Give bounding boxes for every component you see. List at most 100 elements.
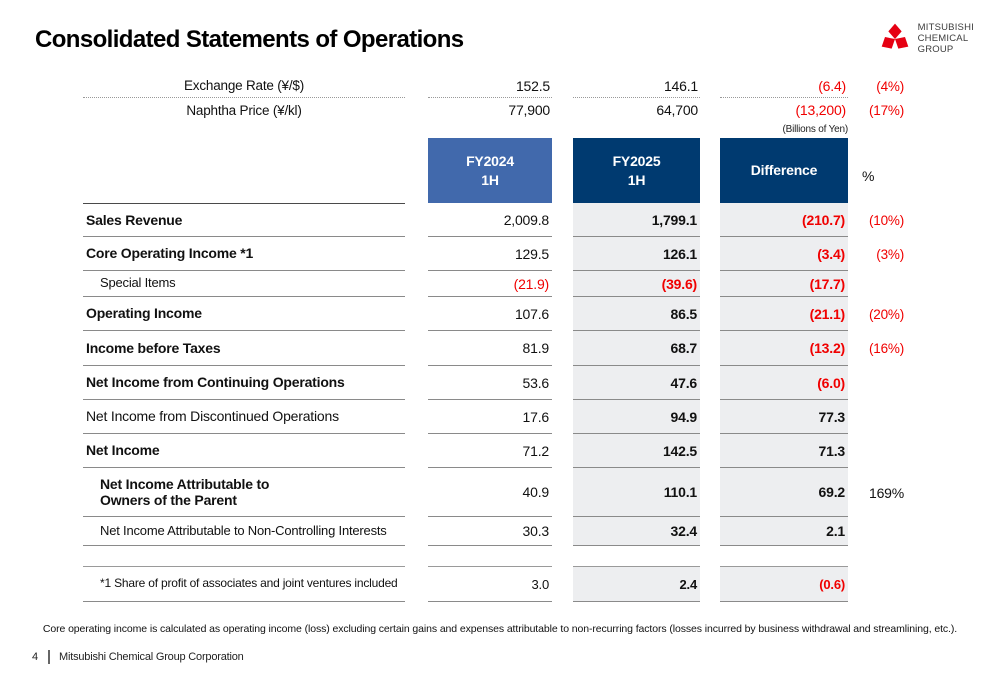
exchange-rate-diff: (6.4) — [720, 74, 848, 98]
row-pct-value — [848, 434, 908, 468]
table-header: FY2024 1H FY2025 1H Difference % — [83, 138, 908, 203]
table-row: Special Items (21.9) (39.6) (17.7) — [83, 271, 908, 297]
row-fy2025-value: 68.7 — [573, 331, 700, 366]
core-operating-income-footnote: Core operating income is calculated as o… — [42, 623, 958, 635]
header-fy2024-1h: FY2024 1H — [428, 138, 552, 203]
page-title: Consolidated Statements of Operations — [35, 26, 464, 53]
table-spacer — [83, 546, 908, 566]
row-fy2025-value: 94.9 — [573, 400, 700, 434]
row-label: Sales Revenue — [83, 203, 405, 237]
logo-line-2: CHEMICAL — [917, 33, 969, 44]
row-pct-value — [848, 517, 908, 546]
row-pct-value: 169% — [868, 484, 904, 501]
row-pct-value: (3%) — [876, 246, 904, 262]
footer-divider — [48, 650, 50, 664]
exchange-rate-fy2024: 152.5 — [428, 74, 552, 98]
row-diff-value: (3.4) — [720, 237, 848, 271]
row-fy2024-value: 129.5 — [428, 237, 552, 271]
row-fy2025-value: 32.4 — [573, 517, 700, 546]
statements-table: Sales Revenue 2,009.8 1,799.1 (210.7) (1… — [83, 203, 908, 602]
row-label: *1 Share of profit of associates and joi… — [83, 566, 405, 602]
row-label: Net Income from Continuing Operations — [83, 366, 405, 400]
row-fy2024-value: 17.6 — [428, 400, 552, 434]
company-logo: MITSUBISHI CHEMICAL GROUP — [879, 22, 974, 55]
naphtha-price-pct: (17%) — [868, 102, 904, 118]
row-fy2025-value: 142.5 — [573, 434, 700, 468]
row-fy2024-value: 81.9 — [428, 331, 552, 366]
row-fy2024-value: 107.6 — [428, 297, 552, 331]
row-fy2025-value: 86.5 — [573, 297, 700, 331]
slide-footer: 4 Mitsubishi Chemical Group Corporation — [32, 650, 244, 664]
row-fy2024-value: 2,009.8 — [428, 203, 552, 237]
units-note: (Billions of Yen) — [782, 124, 848, 135]
row-fy2024-value: 40.9 — [428, 468, 552, 517]
table-row: Net Income Attributable to Owners of the… — [83, 468, 908, 517]
row-label: Net Income Attributable to Owners of the… — [83, 468, 405, 517]
row-label: Net Income Attributable to Non-Controlli… — [83, 517, 405, 546]
row-label: Net Income — [83, 434, 405, 468]
row-fy2024-value: 53.6 — [428, 366, 552, 400]
row-diff-value: (17.7) — [720, 271, 848, 297]
row-diff-value: 2.1 — [720, 517, 848, 546]
row-diff-value: 77.3 — [720, 400, 848, 434]
table-row: Sales Revenue 2,009.8 1,799.1 (210.7) (1… — [83, 203, 908, 237]
row-label: Core Operating Income *1 — [83, 237, 405, 271]
table-row: Net Income Attributable to Non-Controlli… — [83, 517, 908, 546]
row-pct-value — [848, 271, 908, 297]
naphtha-price-row: Naphtha Price (¥/kl) 77,900 64,700 (13,2… — [83, 98, 908, 122]
row-fy2024-value: (21.9) — [428, 271, 552, 297]
row-label: Income before Taxes — [83, 331, 405, 366]
header-percent: % — [862, 167, 875, 184]
row-pct-value: (16%) — [868, 341, 904, 356]
row-fy2024-value: 3.0 — [428, 566, 552, 602]
row-fy2025-value: 2.4 — [573, 566, 700, 602]
header-fy2025-1h: FY2025 1H — [573, 138, 700, 203]
row-fy2025-value: (39.6) — [573, 271, 700, 297]
table-row: Income before Taxes 81.9 68.7 (13.2) (16… — [83, 331, 908, 366]
table-row: Core Operating Income *1 129.5 126.1 (3.… — [83, 237, 908, 271]
row-fy2025-value: 126.1 — [573, 237, 700, 271]
row-pct-value — [848, 366, 908, 400]
footer-company-name: Mitsubishi Chemical Group Corporation — [59, 651, 244, 663]
row-pct-value — [848, 400, 908, 434]
logo-wordmark: MITSUBISHI CHEMICAL GROUP — [918, 22, 974, 55]
naphtha-price-fy2024: 77,900 — [508, 102, 550, 118]
page-number: 4 — [32, 651, 38, 663]
row-label: Net Income from Discontinued Operations — [83, 400, 405, 434]
exchange-rate-fy2025: 146.1 — [573, 74, 700, 98]
row-diff-value: (210.7) — [720, 203, 848, 237]
row-fy2025-value: 47.6 — [573, 366, 700, 400]
row-pct-value: (20%) — [868, 306, 904, 322]
table-row: Operating Income 107.6 86.5 (21.1) (20%) — [83, 297, 908, 331]
row-pct-value: (10%) — [868, 212, 904, 228]
exchange-rate-label: Exchange Rate (¥/$) — [83, 74, 405, 98]
row-diff-value: (13.2) — [720, 331, 848, 366]
exchange-rate-row: Exchange Rate (¥/$) 152.5 146.1 (6.4) (4… — [83, 74, 908, 98]
row-pct-value — [848, 566, 908, 602]
market-indicators: Exchange Rate (¥/$) 152.5 146.1 (6.4) (4… — [83, 74, 908, 122]
naphtha-price-fy2025: 64,700 — [656, 102, 698, 118]
row-fy2024-value: 71.2 — [428, 434, 552, 468]
table-row: Net Income from Discontinued Operations … — [83, 400, 908, 434]
row-fy2025-value: 110.1 — [573, 468, 700, 517]
table-row: Net Income from Continuing Operations 53… — [83, 366, 908, 400]
row-label: Special Items — [83, 271, 405, 297]
naphtha-price-label: Naphtha Price (¥/kl) — [186, 102, 302, 118]
mitsubishi-three-diamonds-icon — [881, 23, 908, 49]
exchange-rate-pct: (4%) — [876, 78, 904, 94]
row-diff-value: (0.6) — [720, 566, 848, 602]
footnote-row: *1 Share of profit of associates and joi… — [83, 566, 908, 602]
header-difference: Difference — [720, 138, 848, 203]
naphtha-price-diff: (13,200) — [795, 102, 846, 118]
row-fy2024-value: 30.3 — [428, 517, 552, 546]
row-diff-value: (6.0) — [720, 366, 848, 400]
row-fy2025-value: 1,799.1 — [573, 203, 700, 237]
table-row: Net Income 71.2 142.5 71.3 — [83, 434, 908, 468]
row-diff-value: 71.3 — [720, 434, 848, 468]
row-diff-value: (21.1) — [720, 297, 848, 331]
row-label: Operating Income — [83, 297, 405, 331]
logo-line-1: MITSUBISHI — [917, 22, 974, 33]
logo-line-3: GROUP — [917, 44, 954, 55]
row-diff-value: 69.2 — [720, 468, 848, 517]
